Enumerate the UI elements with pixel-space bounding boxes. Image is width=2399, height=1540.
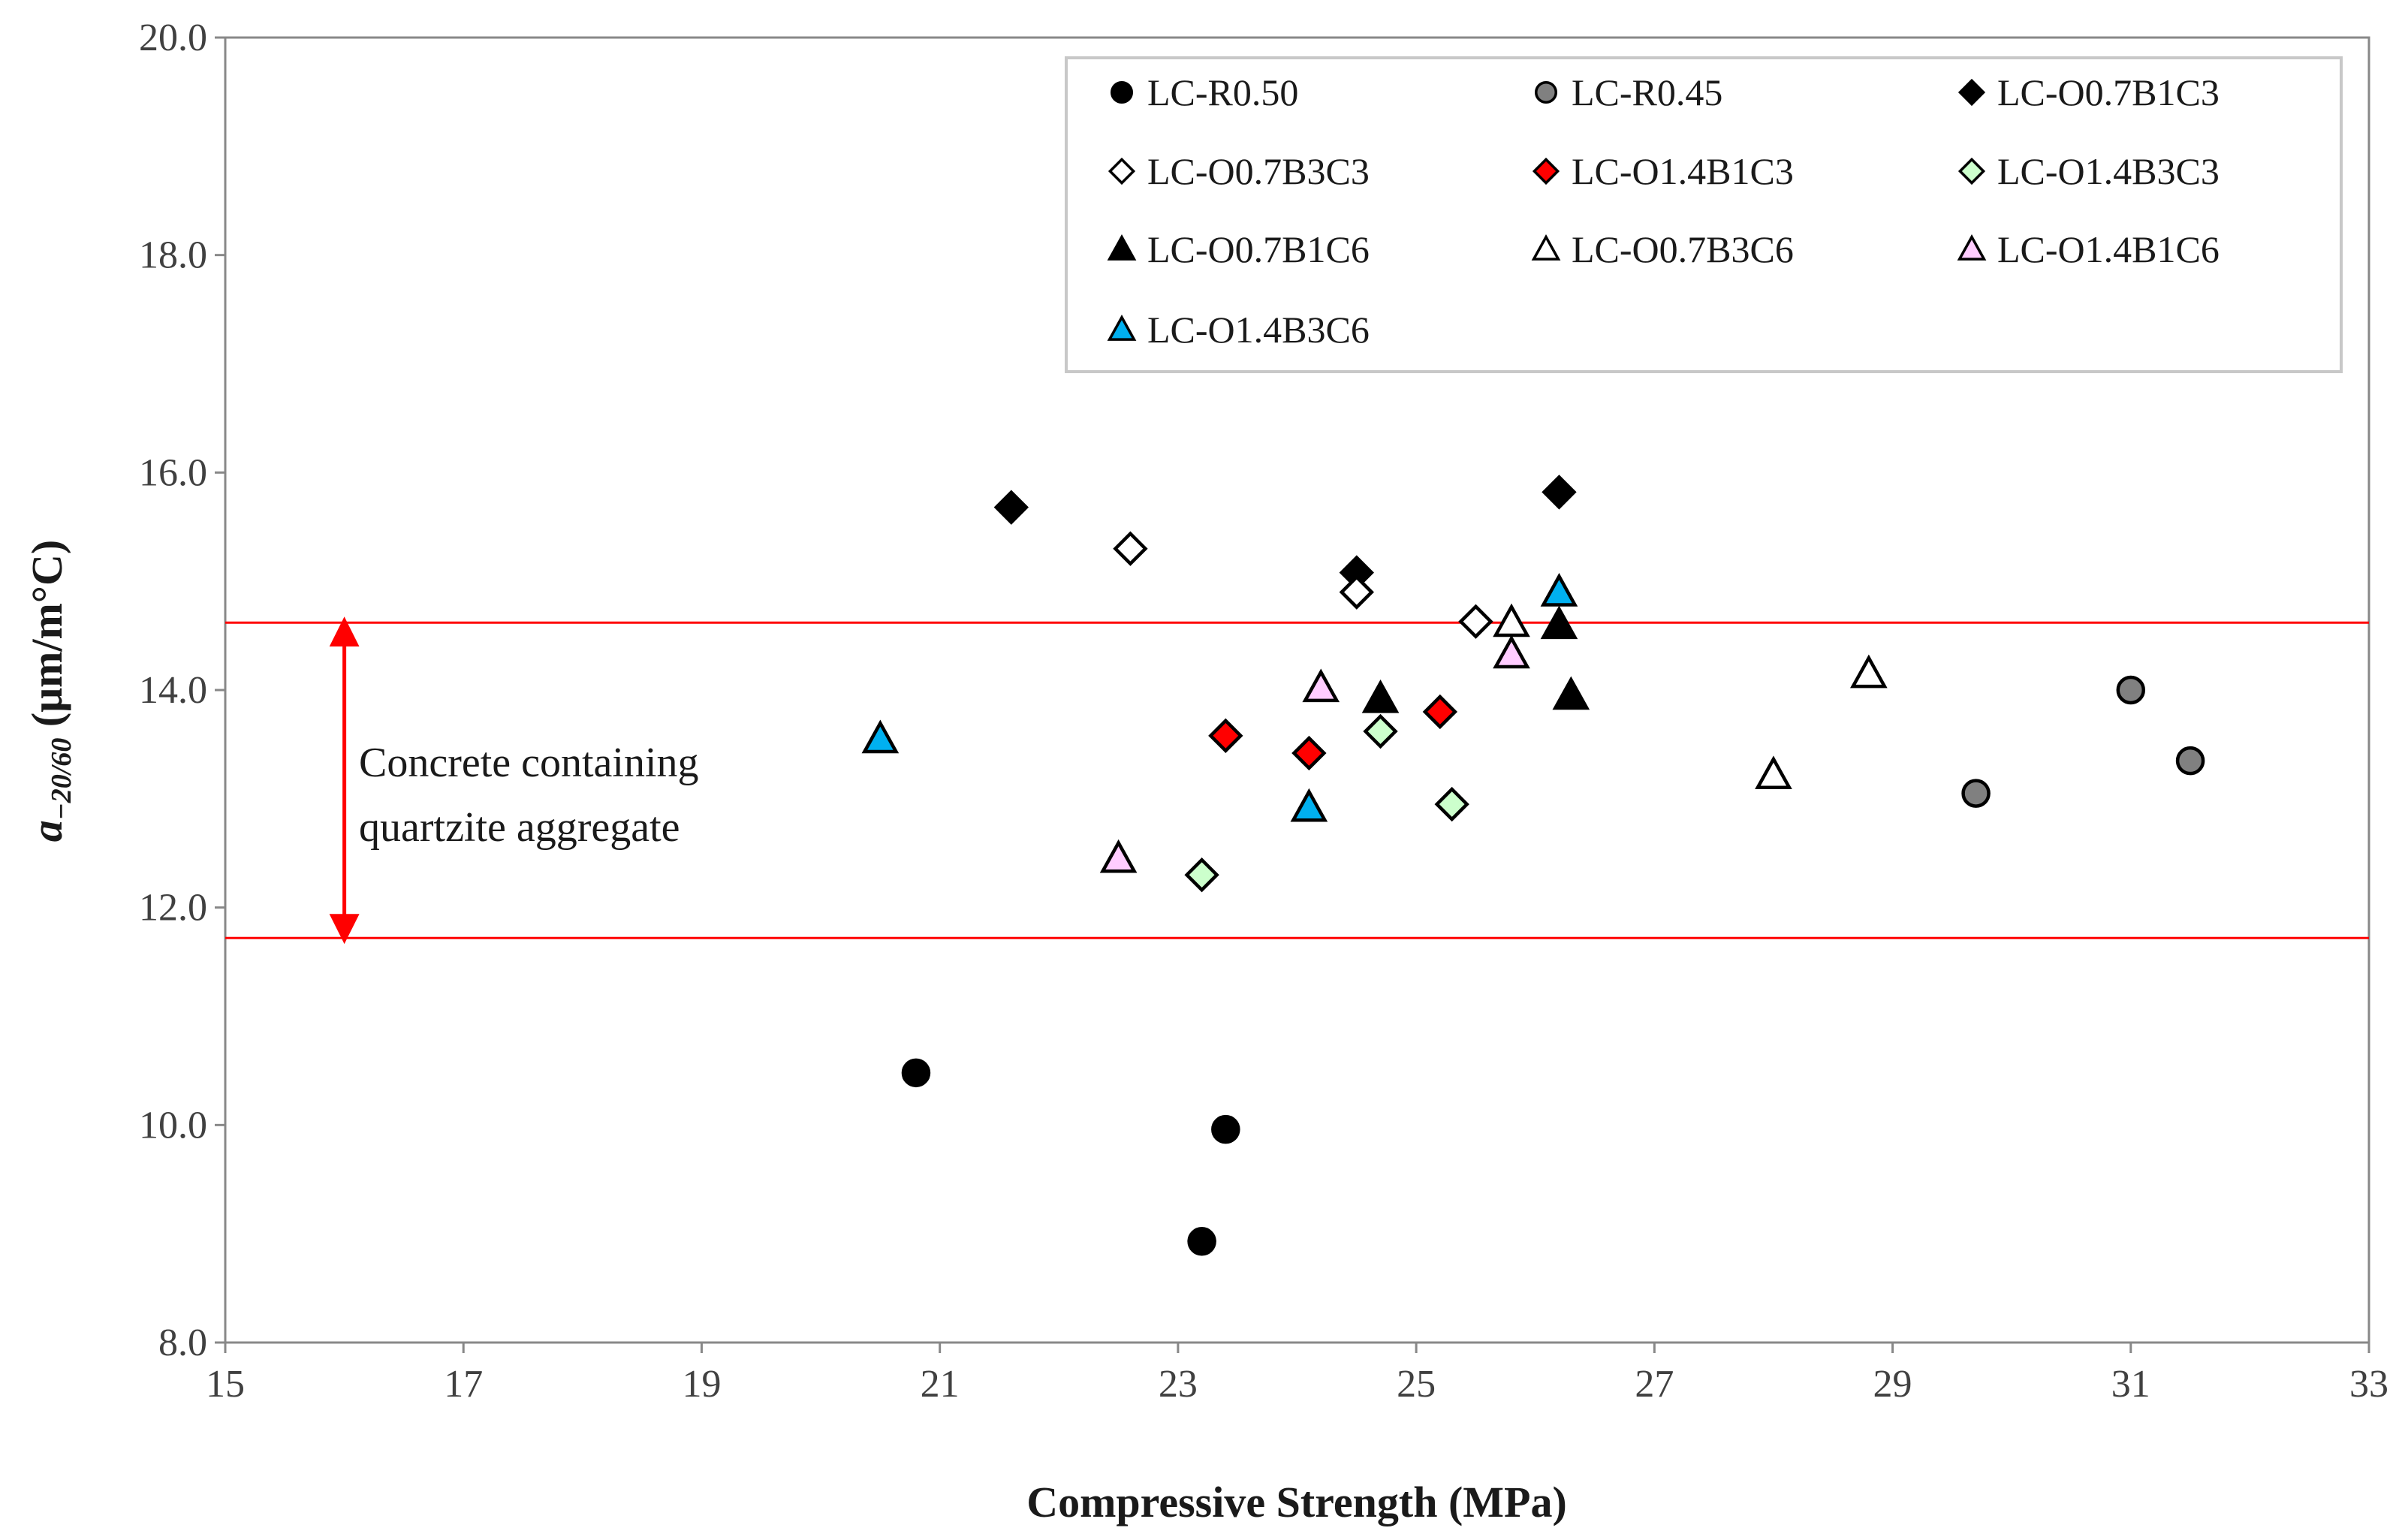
data-point-lc-o1-4b3c3 <box>1363 713 1398 749</box>
series-lc-o0-7b3c3 <box>1113 531 1493 639</box>
data-point-lc-o0-7b1c6 <box>1552 676 1590 710</box>
legend-label-lc-o1-4b1c3: LC-O1.4B1C3 <box>1572 150 1794 192</box>
x-tick-label: 33 <box>2349 1363 2388 1406</box>
data-point-lc-o1-4b1c3 <box>1422 694 1458 730</box>
legend-marker-lc-o0-7b1c6 <box>1107 234 1137 261</box>
x-tick-label: 21 <box>921 1363 960 1406</box>
legend-marker-lc-o0-7b1c3 <box>1957 78 1986 107</box>
legend-label-lc-o0-7b3c6: LC-O0.7B3C6 <box>1572 228 1794 270</box>
data-point-lc-o0-7b1c3 <box>1542 475 1577 510</box>
data-point-lc-o0-7b1c6 <box>1540 605 1578 640</box>
legend-marker-lc-o1-4b1c3 <box>1532 157 1560 185</box>
legend-marker-lc-r0-45 <box>1534 80 1558 104</box>
series-lc-o0-7b1c6 <box>1361 605 1590 713</box>
legend-marker-lc-r0-50 <box>1110 80 1134 104</box>
reference-lines <box>225 621 2369 939</box>
x-axis-title: Compressive Strength (MPa) <box>1026 1478 1567 1526</box>
legend-label-lc-o0-7b1c3: LC-O0.7B1C3 <box>1997 71 2220 113</box>
data-point-lc-o1-4b1c3 <box>1291 735 1327 771</box>
y-tick-label: 12.0 <box>139 887 207 930</box>
legend-label-lc-r0-45: LC-R0.45 <box>1572 71 1722 113</box>
series-lc-r0-50 <box>901 1058 1240 1256</box>
legend: LC-R0.50 LC-R0.45 LC-O0.7B1C3 LC-O0.7B3C3 LC… <box>1065 56 2343 373</box>
annotation: Concrete containing quartzite aggregate <box>329 616 699 945</box>
y-axis-title: a−20/60 (μm/m°C) <box>23 540 77 842</box>
legend-label-lc-o1-4b3c3: LC-O1.4B3C3 <box>1997 150 2220 192</box>
series-lc-o1-4b1c3 <box>1208 694 1458 771</box>
legend-marker-lc-o1-4b1c6 <box>1957 234 1987 261</box>
y-tick-label: 18.0 <box>139 234 207 277</box>
x-tick-label: 19 <box>682 1363 721 1406</box>
x-tick-label: 29 <box>1873 1363 1912 1406</box>
data-point-lc-o0-7b3c3 <box>1113 531 1148 566</box>
data-point-lc-r0-45 <box>2116 675 2146 705</box>
data-point-lc-r0-45 <box>1961 779 1991 808</box>
y-axis-subscript: −20/60 <box>46 738 77 821</box>
series-lc-o0-7b1c3 <box>993 475 1577 590</box>
data-point-lc-o0-7b3c3 <box>1458 604 1493 639</box>
legend-label-lc-o1-4b1c6: LC-O1.4B1C6 <box>1997 228 2220 270</box>
data-point-lc-o1-4b3c6 <box>1290 788 1328 822</box>
legend-label-lc-o0-7b1c6: LC-O0.7B1C6 <box>1147 228 1370 270</box>
y-axis-units: (μm/m°C) <box>23 540 71 738</box>
y-tick-label: 20.0 <box>139 17 207 59</box>
series-lc-o1-4b3c3 <box>1184 713 1469 893</box>
data-point-lc-o0-7b3c6 <box>1850 654 1888 689</box>
data-point-lc-o1-4b1c6 <box>1099 839 1138 873</box>
series-lc-o1-4b3c6 <box>861 573 1578 822</box>
y-axis-symbol: a <box>23 820 71 842</box>
series-lc-o1-4b1c6 <box>1099 634 1530 873</box>
x-tick-label: 27 <box>1635 1363 1674 1406</box>
data-point-lc-o1-4b3c3 <box>1434 786 1469 822</box>
x-tick-label: 15 <box>206 1363 245 1406</box>
legend-label-lc-o1-4b3c6: LC-O1.4B3C6 <box>1147 309 1370 351</box>
data-point-lc-o1-4b1c6 <box>1493 634 1530 669</box>
legend-label-lc-o0-7b3c3: LC-O0.7B3C3 <box>1147 150 1370 192</box>
legend-box <box>1065 56 2343 373</box>
x-tick-label: 31 <box>2111 1363 2150 1406</box>
data-points <box>861 475 2205 1256</box>
annotation-text-line-2: quartzite aggregate <box>359 804 680 851</box>
x-tick-label: 25 <box>1397 1363 1436 1406</box>
data-point-lc-o1-4b1c6 <box>1302 668 1340 703</box>
legend-marker-lc-o1-4b3c6 <box>1107 315 1137 341</box>
legend-marker-lc-o1-4b3c3 <box>1957 157 1986 185</box>
series-lc-o0-7b3c6 <box>1493 603 1888 790</box>
y-tick-label: 14.0 <box>139 669 207 712</box>
y-tick-label: 16.0 <box>139 451 207 494</box>
data-point-lc-o0-7b3c6 <box>1755 755 1792 790</box>
data-point-lc-o1-4b3c6 <box>861 719 900 754</box>
x-tick-label: 23 <box>1159 1363 1198 1406</box>
y-tick-label: 8.0 <box>158 1322 207 1364</box>
series-lc-r0-45 <box>1961 675 2205 808</box>
x-tick-label: 17 <box>444 1363 483 1406</box>
annotation-text-line-1: Concrete containing <box>359 740 699 786</box>
data-point-lc-r0-50 <box>901 1058 931 1088</box>
data-point-lc-o1-4b3c3 <box>1184 857 1219 893</box>
data-point-lc-o0-7b1c3 <box>993 490 1029 525</box>
y-tick-label: 10.0 <box>139 1104 207 1147</box>
data-point-lc-r0-50 <box>1187 1227 1216 1256</box>
data-point-lc-o0-7b1c6 <box>1361 679 1400 713</box>
data-point-lc-o1-4b3c6 <box>1540 573 1578 607</box>
x-axis: 15 17 19 21 23 25 27 29 31 33 <box>206 1343 2388 1406</box>
legend-marker-lc-o0-7b3c3 <box>1108 157 1136 185</box>
data-point-lc-r0-50 <box>1211 1114 1240 1144</box>
data-point-lc-r0-45 <box>2175 746 2205 776</box>
legend-label-lc-r0-50: LC-R0.50 <box>1147 71 1298 113</box>
data-point-lc-o1-4b1c3 <box>1208 718 1243 754</box>
legend-marker-lc-o0-7b3c6 <box>1531 234 1561 261</box>
data-point-lc-o0-7b3c3 <box>1339 574 1374 610</box>
y-axis: 8.0 10.0 12.0 14.0 16.0 18.0 20.0 <box>139 17 225 1364</box>
